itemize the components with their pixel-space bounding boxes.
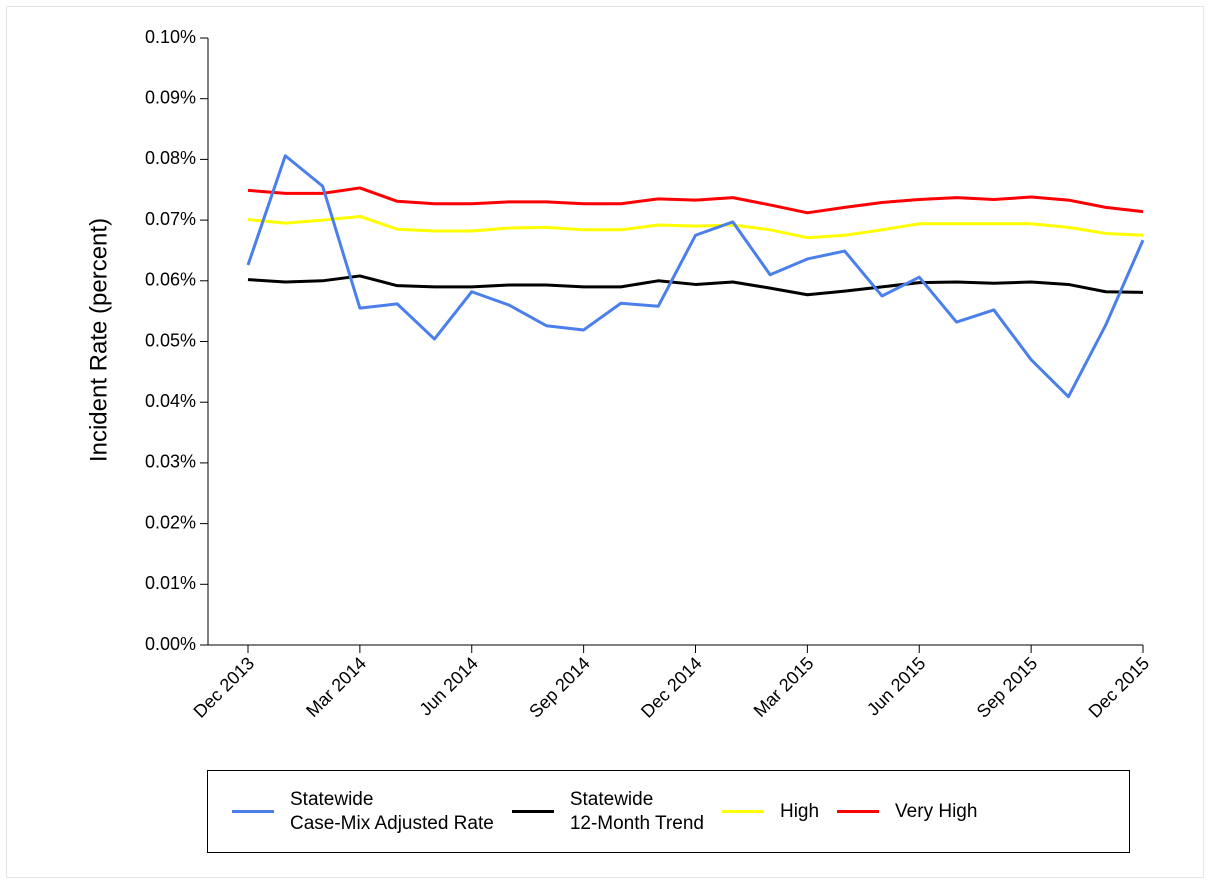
legend-item: Statewide Case-Mix Adjusted Rate: [232, 788, 494, 836]
legend-item: High: [721, 800, 820, 824]
y-tick-label: 0.10%: [145, 27, 196, 47]
legend-label: Very High: [895, 800, 978, 822]
y-tick-label: 0.08%: [145, 148, 196, 168]
chart: Incident Rate (percent) 0.00% 0.01% 0.02% 0…: [85, 27, 1154, 722]
y-tick-label: 0.03%: [145, 452, 196, 472]
x-tick-label: Dec 2013: [190, 653, 259, 722]
y-tick-label: 0.07%: [145, 209, 196, 229]
y-axis-label: Incident Rate (percent): [85, 218, 112, 462]
legend-item: Very High: [837, 800, 977, 824]
series-line: [246, 154, 1145, 399]
series-line: [247, 274, 1144, 297]
legend-item: Statewide 12-Month Trend: [511, 788, 704, 836]
legend-swatch: [837, 810, 880, 813]
y-tick-label: 0.05%: [145, 330, 196, 350]
y-tick-label: 0.02%: [145, 512, 196, 532]
y-tick-label: 0.01%: [145, 573, 196, 593]
x-tick-label: Jun 2015: [863, 653, 930, 720]
x-tick-label: Sep 2014: [525, 653, 594, 722]
x-tick-label: Dec 2014: [637, 653, 706, 722]
y-tick-label: 0.09%: [145, 87, 196, 107]
frame: [6, 6, 1204, 878]
series-line: [247, 186, 1144, 215]
legend-label: Statewide 12-Month Trend: [569, 788, 704, 834]
series-line: [247, 214, 1144, 240]
legend-label: Statewide Case-Mix Adjusted Rate: [290, 788, 494, 834]
x-tick-label: Mar 2014: [302, 653, 370, 721]
legend-label: High: [779, 800, 820, 822]
legend-swatch: [511, 810, 554, 813]
y-tick-label: 0.06%: [145, 270, 196, 290]
x-tick-label: Mar 2015: [750, 653, 818, 721]
legend-swatch: [721, 810, 764, 813]
x-tick-label: Jun 2014: [415, 653, 482, 720]
legend-swatch: [232, 810, 274, 813]
x-tick-label: Dec 2015: [1085, 653, 1154, 722]
y-tick-label: 0.04%: [145, 391, 196, 411]
legend: Statewide Case-Mix Adjusted Rate Statewid…: [207, 770, 1130, 853]
y-tick-label: 0.00%: [145, 634, 196, 654]
x-tick-label: Sep 2015: [973, 653, 1042, 722]
